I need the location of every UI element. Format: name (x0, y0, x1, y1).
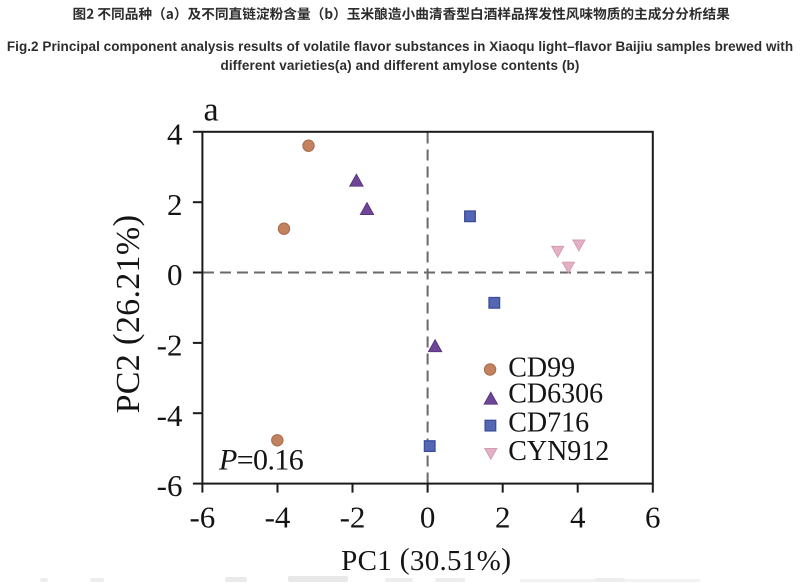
svg-text:PC1 (30.51%): PC1 (30.51%) (341, 542, 511, 577)
svg-text:4: 4 (570, 499, 586, 534)
svg-text:0: 0 (420, 499, 436, 534)
svg-text:-2: -2 (157, 328, 183, 363)
svg-text:6: 6 (645, 499, 661, 534)
svg-text:CD6306: CD6306 (508, 378, 603, 409)
svg-text:P=0.16: P=0.16 (218, 444, 304, 477)
svg-text:-6: -6 (157, 468, 183, 503)
svg-text:2: 2 (167, 187, 183, 222)
svg-text:CD99: CD99 (508, 353, 575, 384)
svg-text:PC2 (26.21%): PC2 (26.21%) (106, 215, 147, 414)
svg-text:-6: -6 (189, 499, 215, 534)
svg-text:4: 4 (167, 116, 183, 151)
svg-text:2: 2 (495, 499, 511, 534)
svg-text:a: a (204, 91, 219, 128)
svg-text:0: 0 (167, 257, 183, 292)
svg-text:-4: -4 (265, 499, 291, 534)
svg-text:-2: -2 (340, 499, 366, 534)
svg-text:CD716: CD716 (508, 407, 589, 438)
svg-text:-4: -4 (157, 398, 183, 433)
svg-text:CYN912: CYN912 (508, 436, 609, 467)
